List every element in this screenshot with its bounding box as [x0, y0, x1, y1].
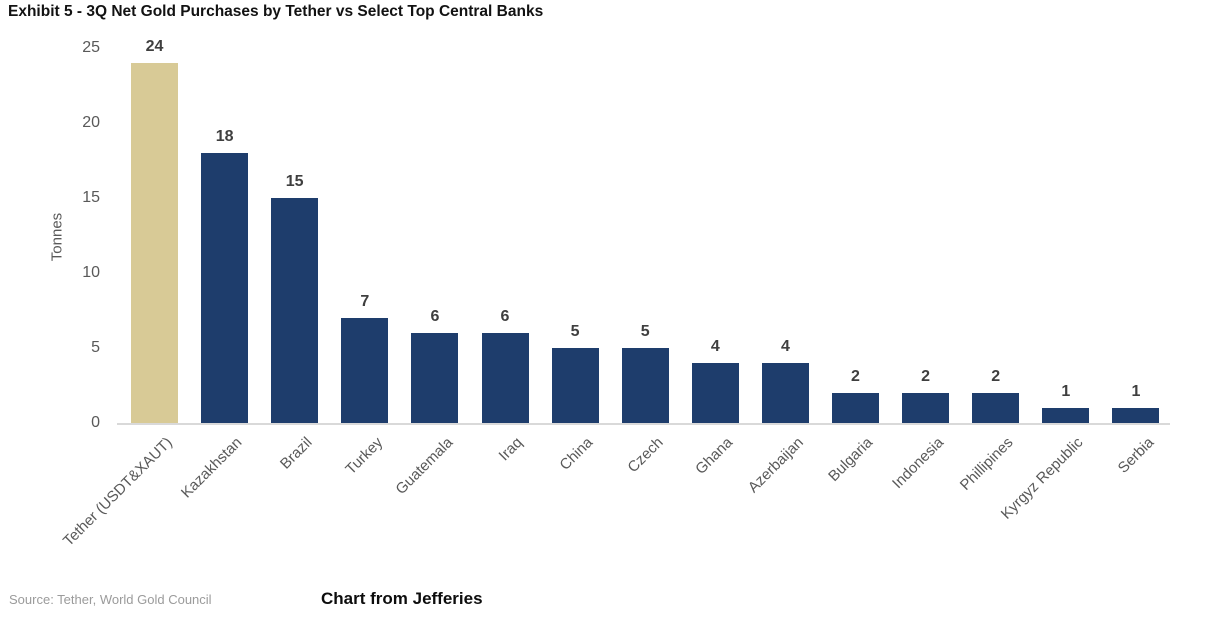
bar [972, 393, 1020, 423]
x-tick-label: Serbia [1114, 434, 1157, 477]
x-tick-label: Indonesia [888, 434, 947, 493]
x-axis-line [117, 423, 1170, 425]
bar [481, 333, 529, 423]
bar [341, 318, 389, 423]
bar [271, 198, 319, 423]
x-tick-label: Guatemala [392, 434, 456, 498]
bar-value-label: 5 [640, 323, 650, 340]
y-axis-title: Tonnes [48, 212, 66, 262]
bar-value-label: 7 [360, 293, 370, 310]
x-tick-label: Brazil [277, 434, 316, 473]
x-tick-label: Tether (USDT&XAUT) [59, 434, 176, 550]
bar [691, 363, 739, 423]
bar [1042, 408, 1090, 423]
bar-value-label: 5 [570, 323, 580, 340]
source-note: Source: Tether, World Gold Council [9, 592, 212, 607]
x-tick-label: Czech [624, 434, 667, 477]
bar-value-label: 1 [1131, 383, 1141, 400]
bar-value-label: 6 [430, 308, 440, 325]
bar [131, 63, 178, 423]
x-tick-label: Ghana [692, 434, 737, 478]
y-tick-label: 25 [82, 39, 100, 56]
x-tick-label: Azerbaijan [744, 434, 807, 497]
x-tick-label: Turkey [341, 434, 386, 479]
bar-value-label: 2 [991, 368, 1001, 385]
bar-value-label: 15 [285, 173, 304, 190]
bar [411, 333, 459, 423]
bar-value-label: 1 [1061, 383, 1071, 400]
y-tick-label: 15 [82, 189, 100, 206]
bar [551, 348, 599, 423]
credit-note: Chart from Jefferies [321, 589, 483, 608]
bar-value-label: 6 [500, 308, 510, 325]
bar [832, 393, 879, 423]
bar-value-label: 24 [145, 38, 164, 55]
x-tick-label: Iraq [495, 434, 527, 465]
x-tick-label: Phillipines [956, 434, 1017, 494]
x-tick-label: Kazakhstan [178, 434, 246, 502]
bar-value-label: 4 [780, 338, 790, 355]
y-tick-label: 20 [82, 114, 100, 131]
chart-title: Exhibit 5 - 3Q Net Gold Purchases by Tet… [8, 3, 544, 20]
bar [621, 348, 669, 423]
bar-value-label: 2 [851, 368, 860, 385]
y-tick-label: 0 [91, 414, 100, 431]
bar-value-label: 2 [921, 368, 931, 385]
x-tick-label: China [556, 434, 597, 474]
bar-value-label: 4 [710, 338, 720, 355]
y-tick-label: 10 [82, 264, 100, 281]
bar [902, 393, 950, 423]
x-tick-label: Bulgaria [825, 434, 877, 485]
bar [1112, 408, 1160, 423]
bar [201, 153, 249, 423]
bar-value-label: 18 [215, 128, 234, 145]
bar [761, 363, 809, 423]
y-tick-label: 5 [91, 339, 100, 356]
